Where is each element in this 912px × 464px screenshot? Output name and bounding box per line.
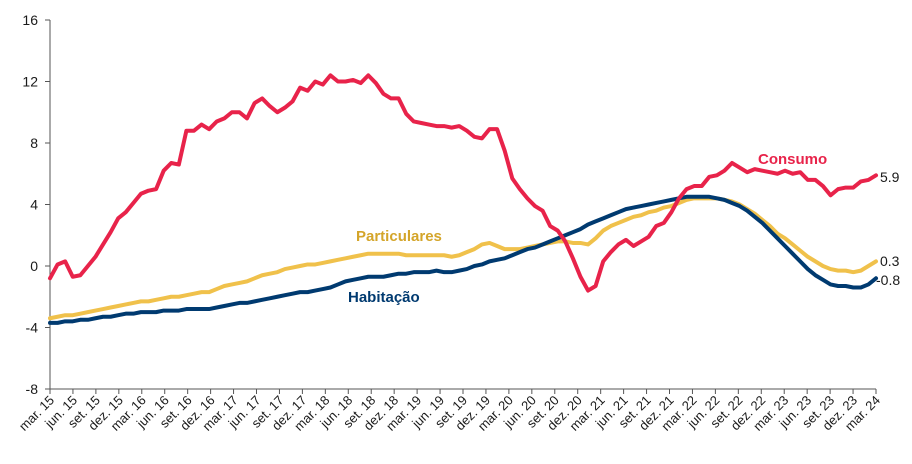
y-tick-label: -8 (26, 381, 39, 397)
series-line-consumo (48, 73, 878, 293)
y-tick-label: 12 (22, 74, 38, 90)
series-labels: Consumo Particulares Habitação 5.9 0.3 -… (348, 151, 900, 306)
series-label-consumo: Consumo (758, 151, 827, 168)
y-tick-label: -4 (26, 320, 39, 336)
y-axis: 16 12 8 4 0 -4 -8 (22, 12, 51, 397)
y-tick-label: 0 (30, 258, 38, 274)
end-label-habitacao: -0.8 (876, 272, 900, 288)
series-label-particulares: Particulares (356, 228, 442, 245)
end-label-particulares: 0.3 (880, 253, 900, 269)
series-lines (48, 73, 878, 325)
series-line-habitacao (48, 194, 878, 325)
y-tick-label: 8 (30, 135, 38, 151)
y-tick-label: 16 (22, 12, 38, 28)
y-tick-label: 4 (30, 197, 38, 213)
end-label-consumo: 5.9 (880, 169, 900, 185)
series-label-habitacao: Habitação (348, 289, 420, 306)
